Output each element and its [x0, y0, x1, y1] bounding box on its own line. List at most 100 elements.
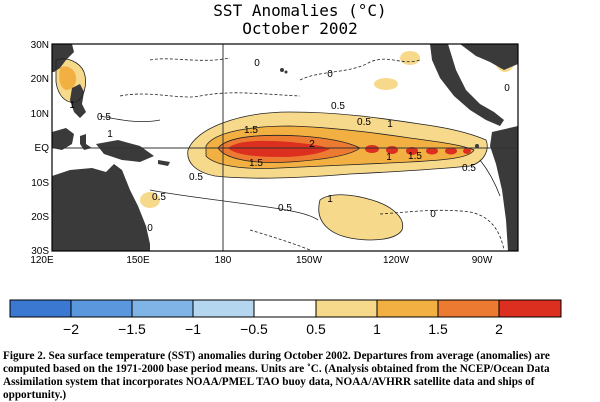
latitude-axis: 30N 20N 10N EQ 10S 20S 30S: [31, 40, 50, 257]
longitude-axis: 120E 150E 180 150W 120W 90W: [30, 255, 493, 266]
contour-label: 1: [327, 194, 333, 205]
contour-line: [187, 111, 488, 179]
contour-label: 0.5: [97, 112, 111, 123]
contour-label: 1: [107, 129, 113, 140]
land-hawaii: [284, 70, 288, 74]
latitude-label: 20S: [31, 212, 49, 223]
contour-line: [379, 209, 505, 251]
anomaly-patch: [400, 51, 420, 65]
colorbar-swatch: [438, 300, 499, 317]
colorbar-swatch: [377, 300, 438, 317]
anomaly-region-northwest-core: [59, 66, 77, 90]
colorbar-tick-label: −0.5: [240, 321, 268, 337]
contour-line: [205, 125, 475, 169]
anomaly-patch: [140, 192, 160, 208]
colorbar-tick-label: 1.5: [428, 321, 448, 337]
latitude-label: 20N: [31, 74, 49, 85]
anomaly-region-southern-warm: [318, 194, 403, 240]
longitude-label: 120E: [30, 255, 54, 266]
anomaly-blob: [365, 145, 379, 153]
contour-label: 1: [386, 152, 392, 163]
land-solomon: [158, 160, 170, 166]
contour-label: 0.5: [189, 172, 203, 183]
contour-label: 0.5: [357, 117, 371, 128]
contour-label: 1.5: [249, 158, 263, 169]
longitude-label: 150E: [126, 255, 150, 266]
contour-label: 0: [327, 69, 333, 80]
contour-label: 1: [69, 100, 75, 111]
land-central-america: [430, 44, 504, 126]
contour-label: 0.5: [331, 101, 345, 112]
anomaly-blob: [426, 147, 438, 155]
contour-lines: [55, 57, 505, 251]
colorbar-frame: [9, 299, 562, 318]
contour-label: 1.5: [244, 125, 258, 136]
contour-line: [299, 58, 421, 81]
land-borneo: [52, 128, 74, 150]
land-masses: [52, 44, 518, 251]
colorbar-ticks: −2 −1.5 −1 −0.5 0.5 1 1.5 2: [63, 321, 503, 337]
colorbar-swatch: [193, 300, 254, 317]
colorbar-swatch: [132, 300, 193, 317]
map-frame: [51, 43, 519, 252]
contour-label: 0: [504, 83, 510, 94]
contour-line: [149, 189, 319, 221]
contour-line: [318, 194, 404, 241]
colorbar-swatch: [499, 300, 561, 317]
land-south-america: [490, 126, 518, 251]
latitude-label: EQ: [35, 143, 50, 154]
colorbar-swatch: [316, 300, 377, 317]
contour-label: 1.5: [408, 151, 422, 162]
land-new-guinea: [96, 140, 154, 162]
contour-label: 0.5: [152, 192, 166, 203]
colorbar-tick-label: −1.5: [118, 321, 146, 337]
map-title: SST Anomalies (°C): [213, 1, 387, 20]
longitude-label: 90W: [472, 255, 493, 266]
anomaly-patch: [374, 78, 398, 90]
map-subtitle: October 2002: [242, 19, 358, 38]
longitude-label: 120W: [383, 255, 410, 266]
contour-label: 0.5: [462, 163, 476, 174]
contour-line: [149, 57, 231, 61]
latitude-label: 10S: [31, 178, 49, 189]
figure-caption: Figure 2. Sea surface temperature (SST) …: [3, 350, 550, 401]
colorbar: −2 −1.5 −1 −0.5 0.5 1 1.5 2: [9, 299, 562, 337]
contour-label: 0.5: [278, 203, 292, 214]
anomaly-blob: [463, 148, 471, 154]
contour-label-group: 1 0.5 1 0 0.5 0.5 1.5 2 1 1 1.5 1.5 0.5 …: [69, 58, 510, 234]
colorbar-swatch: [10, 300, 71, 317]
anomaly-region-above-2: [228, 140, 330, 157]
contour-line: [55, 58, 86, 103]
contour-line: [119, 92, 301, 98]
colorbar-tick-label: −1: [185, 321, 201, 337]
anomaly-blob: [445, 147, 457, 155]
map-panel: 1 0.5 1 0 0.5 0.5 1.5 2 1 1 1.5 1.5 0.5 …: [30, 40, 519, 266]
land-australia: [52, 164, 150, 251]
contour-label: 0: [147, 223, 153, 234]
colorbar-outline: [9, 299, 562, 318]
contour-line: [249, 229, 311, 251]
latitude-label: 10N: [31, 109, 49, 120]
colorbar-swatch: [71, 300, 132, 317]
latitude-label: 30S: [31, 246, 49, 257]
contour-line: [99, 115, 161, 123]
contour-label: 2: [309, 139, 315, 150]
latitude-label: 30N: [31, 40, 49, 51]
contour-line: [479, 159, 501, 197]
colorbar-tick-label: −2: [63, 321, 79, 337]
land-hawaii: [280, 68, 284, 72]
land-north-america: [460, 44, 518, 70]
colorbar-tick-label: 2: [495, 321, 503, 337]
contour-label: 0: [430, 209, 436, 220]
longitude-label: 180: [215, 255, 232, 266]
contour-label: 1: [387, 119, 393, 130]
longitude-label: 150W: [296, 255, 323, 266]
colorbar-tick-label: 0.5: [306, 321, 326, 337]
sst-anomaly-map: 1 0.5 1 0 0.5 0.5 1.5 2 1 1 1.5 1.5 0.5 …: [9, 40, 562, 337]
land-asia: [52, 44, 74, 72]
land-sulawesi: [80, 134, 92, 150]
contour-label: 0: [254, 58, 260, 69]
colorbar-tick-label: 1: [373, 321, 381, 337]
colorbar-swatch: [254, 300, 316, 317]
anomaly-blob: [406, 147, 418, 155]
